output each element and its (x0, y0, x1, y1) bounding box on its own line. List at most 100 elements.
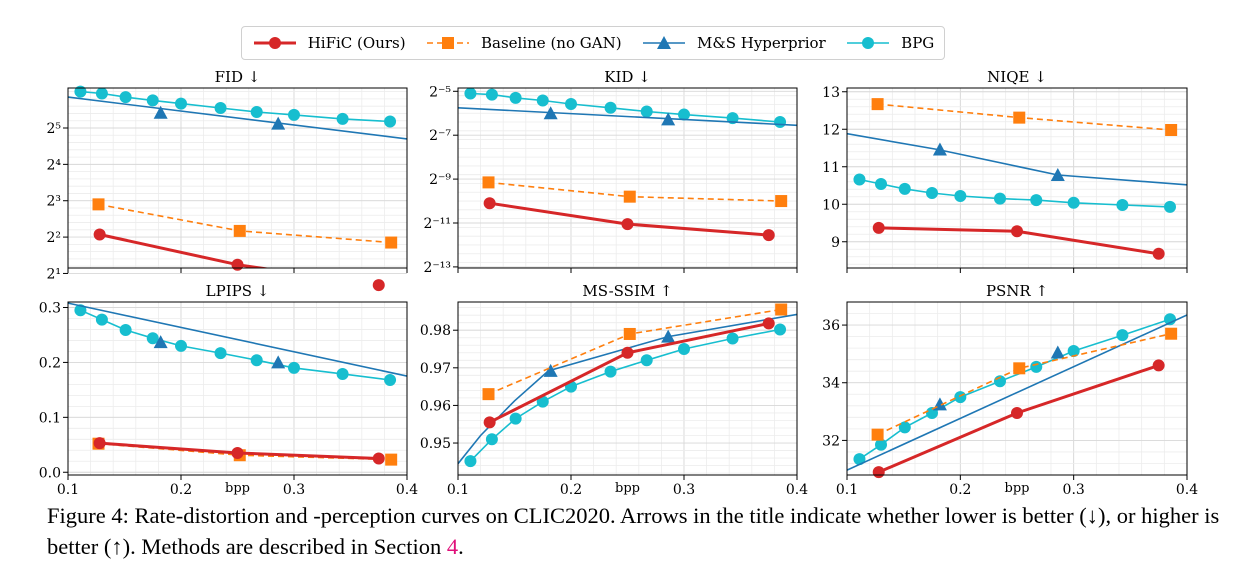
data-point (1030, 194, 1043, 207)
data-point (853, 173, 866, 186)
data-point (485, 433, 498, 446)
data-point (543, 106, 558, 120)
data-point (994, 192, 1006, 205)
grid (846, 301, 1188, 476)
y-tick-label: 32 (822, 433, 840, 449)
data-point (214, 102, 227, 114)
data-point (621, 346, 634, 359)
data-point (1152, 247, 1165, 260)
y-tick-label: 2⁻¹¹ (423, 216, 451, 232)
series-line (859, 318, 1171, 460)
data-point (565, 98, 577, 111)
chart-panel: 2¹ 2² 2³ 2⁴ 2⁵ FID ↓ (46, 68, 408, 292)
data-point (640, 105, 653, 118)
data-point (1013, 362, 1026, 375)
legend-item-ms-hyperprior: M&S Hyperprior (641, 34, 826, 52)
data-point (93, 437, 106, 450)
x-tick-label: 0.1 (836, 482, 858, 498)
data-point (271, 355, 286, 369)
series-line (80, 90, 391, 123)
series-line (68, 96, 407, 140)
plot-frame (457, 301, 798, 476)
series-line (847, 132, 1187, 186)
figure-plots: 2¹ 2² 2³ 2⁴ 2⁵ FID ↓ 2⁻⁵ 2⁻⁷ 2⁻⁹ 2⁻¹¹ 2⁻¹³ KID ↓ 9 10… (39, 68, 1198, 498)
y-tick-label: 10 (822, 197, 840, 213)
series-line (469, 328, 781, 462)
data-point (336, 367, 349, 380)
data-point (74, 85, 87, 98)
data-point (875, 178, 887, 190)
data-point (146, 332, 159, 345)
data-point (119, 324, 132, 337)
data-point (483, 197, 496, 210)
x-tick-label: 0.2 (949, 482, 971, 498)
x-tick-label: 0.2 (560, 482, 582, 498)
data-point (726, 332, 739, 345)
data-point (153, 105, 168, 119)
data-point (762, 317, 775, 330)
chart-title: LPIPS ↓ (206, 282, 270, 300)
series-line (458, 107, 797, 127)
data-point (385, 453, 398, 466)
data-point (1013, 111, 1026, 124)
plot-frame (67, 301, 408, 476)
data-point (483, 416, 496, 429)
data-point (853, 453, 866, 466)
y-tick-label: 2⁻⁷ (429, 128, 451, 144)
y-tick-label: 2⁴ (46, 157, 61, 173)
chart-panel: 9 10 11 12 13 NIQE ↓ (822, 68, 1188, 273)
data-point (1165, 124, 1178, 136)
data-point (640, 354, 653, 367)
data-point (214, 347, 227, 360)
y-tick-label: 0.1 (39, 410, 61, 426)
data-point (775, 195, 788, 208)
data-point (774, 116, 787, 129)
y-tick-label: 34 (822, 376, 840, 392)
data-point (1116, 329, 1129, 342)
data-point (384, 115, 397, 128)
data-point (1050, 168, 1065, 181)
y-tick-label: 2² (46, 230, 61, 246)
x-tick-label: 0.4 (396, 482, 418, 498)
x-tick-label: 0.4 (1176, 482, 1198, 498)
data-point (543, 363, 558, 377)
x-tick-label: 0.1 (447, 482, 469, 498)
data-point (872, 466, 885, 479)
legend: HiFiC (Ours) Baseline (no GAN) M&S Hyper… (241, 26, 945, 60)
y-tick-label: 2¹ (46, 266, 61, 282)
data-point (93, 228, 106, 241)
data-point (621, 218, 634, 231)
plot-frame (67, 87, 408, 269)
legend-label: HiFiC (Ours) (307, 34, 406, 52)
series-line (68, 302, 407, 377)
legend-marker-ms-hyperprior (643, 36, 685, 49)
grid (67, 302, 408, 475)
section-link[interactable]: 4 (446, 534, 459, 559)
series-line (470, 92, 781, 123)
data-point (678, 343, 690, 356)
legend-marker-baseline (427, 37, 470, 49)
legend-item-bpg: BPG (845, 34, 934, 52)
y-tick-label: 9 (831, 235, 840, 251)
data-point (250, 354, 263, 367)
data-point (623, 190, 636, 203)
caption-end: . (458, 534, 464, 559)
chart-panel: 0.1 0.2 0.3 0.4 32 34 36 PSNR ↑ bpp (822, 282, 1198, 498)
data-point (482, 176, 495, 189)
y-tick-label: 36 (822, 318, 840, 334)
x-axis-label: bpp (615, 481, 640, 496)
y-tick-label: 0.0 (39, 465, 61, 481)
data-point (288, 361, 300, 374)
x-tick-label: 0.3 (1063, 482, 1085, 498)
grid (457, 88, 798, 268)
y-tick-label: 12 (822, 122, 840, 138)
data-point (1011, 225, 1023, 238)
chart-title: PSNR ↑ (986, 282, 1048, 300)
chart-title: NIQE ↓ (987, 68, 1047, 86)
legend-label: M&S Hyperprior (697, 34, 826, 52)
series-line (458, 313, 797, 465)
x-axis-label: bpp (225, 481, 250, 496)
data-point (231, 258, 244, 271)
data-point (146, 94, 159, 107)
data-point (762, 229, 775, 242)
